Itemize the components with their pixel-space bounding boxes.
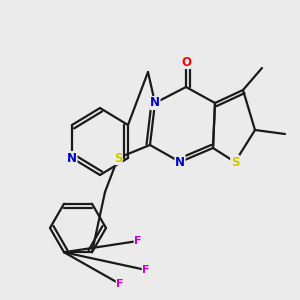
Text: F: F (116, 279, 124, 289)
Text: N: N (67, 152, 77, 164)
Text: O: O (181, 56, 191, 68)
Text: F: F (142, 265, 150, 275)
Text: S: S (231, 155, 239, 169)
Text: F: F (134, 236, 142, 246)
Text: N: N (175, 155, 185, 169)
Text: S: S (114, 152, 122, 164)
Text: N: N (150, 97, 160, 110)
